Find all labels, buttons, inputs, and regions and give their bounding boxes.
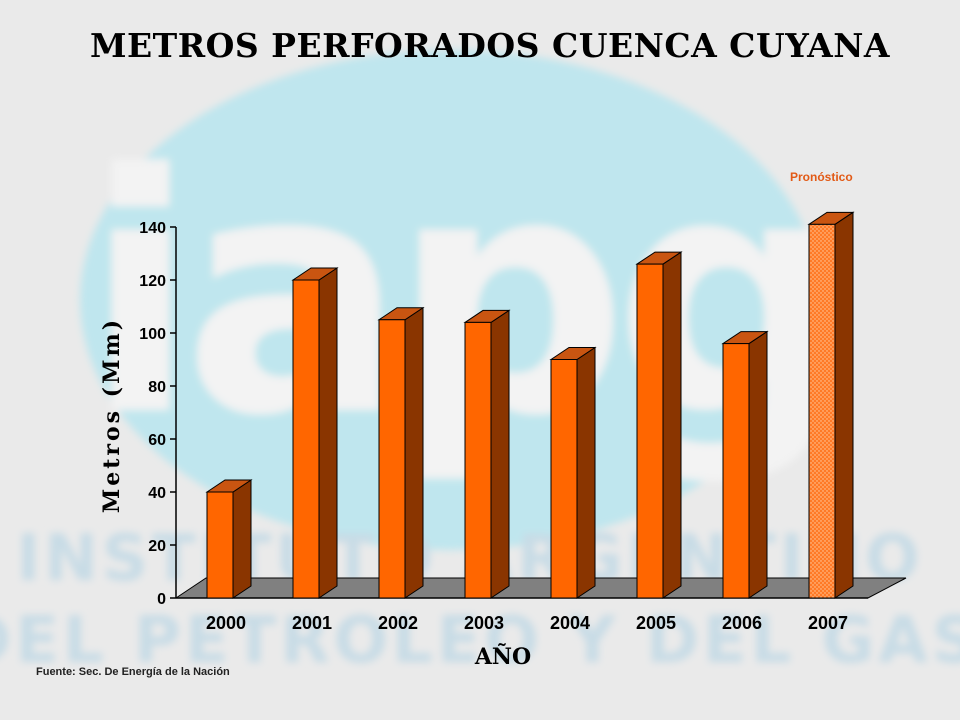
y-tick-label: 60 — [148, 432, 166, 449]
chart-title: METROS PERFORADOS CUENCA CUYANA — [89, 26, 891, 65]
bar-side — [834, 211, 854, 599]
x-tick-label: 2002 — [378, 613, 418, 633]
y-tick-label: 0 — [157, 591, 166, 608]
x-axis-label: AÑO — [474, 644, 532, 670]
y-axis-label: Metros (Mm) — [99, 316, 125, 514]
bar-2002 — [377, 306, 425, 599]
bar-2000 — [205, 479, 253, 599]
bar-front — [636, 263, 664, 599]
bar-side — [490, 309, 510, 599]
watermark-oval — [80, 50, 820, 550]
bar-2007 — [807, 211, 855, 599]
source-note: Fuente: Sec. De Energía de la Nación — [36, 666, 230, 678]
x-tick-label: 2003 — [464, 613, 504, 633]
y-tick-label: 100 — [139, 326, 166, 343]
bar-side — [662, 251, 682, 599]
watermark-line-2: DEL PETROLEO Y DEL GAS — [0, 604, 960, 678]
bar-side — [748, 330, 768, 599]
bar-2006 — [721, 330, 769, 599]
bar-front — [808, 223, 836, 599]
bar-front — [292, 279, 320, 599]
x-tick-label: 2007 — [808, 613, 848, 633]
bar-2004 — [549, 346, 597, 599]
x-tick-label: 2001 — [292, 613, 332, 633]
bar-2003 — [463, 309, 511, 599]
bar-front — [378, 319, 406, 599]
bar-front — [722, 343, 750, 599]
x-tick-label: 2004 — [550, 613, 590, 633]
forecast-note: Pronóstico — [790, 170, 853, 184]
x-tick-label: 2005 — [636, 613, 676, 633]
x-tick-label: 2000 — [206, 613, 246, 633]
chart-floor — [174, 577, 907, 599]
y-tick-label: 80 — [148, 379, 166, 396]
bar-2001 — [291, 267, 339, 599]
bar-side — [232, 479, 252, 599]
bar-side — [404, 306, 424, 599]
x-tick-labels: 2000 2001 2002 2003 2004 2005 2006 2007 — [206, 613, 848, 633]
y-tick-label: 40 — [148, 485, 166, 502]
bars — [205, 211, 855, 599]
y-axis: 0 20 40 60 80 100 120 140 — [139, 220, 868, 608]
bar-front — [464, 321, 492, 599]
x-tick-label: 2006 — [722, 613, 762, 633]
floor-plane — [174, 577, 907, 599]
y-tick-label: 20 — [148, 538, 166, 555]
bar-2005 — [635, 251, 683, 599]
bar-front — [550, 359, 578, 599]
y-tick-label: 140 — [139, 220, 166, 237]
bar-side — [318, 267, 338, 599]
bar-front — [206, 491, 234, 599]
bar-side — [576, 346, 596, 599]
y-tick-label: 120 — [139, 273, 166, 290]
